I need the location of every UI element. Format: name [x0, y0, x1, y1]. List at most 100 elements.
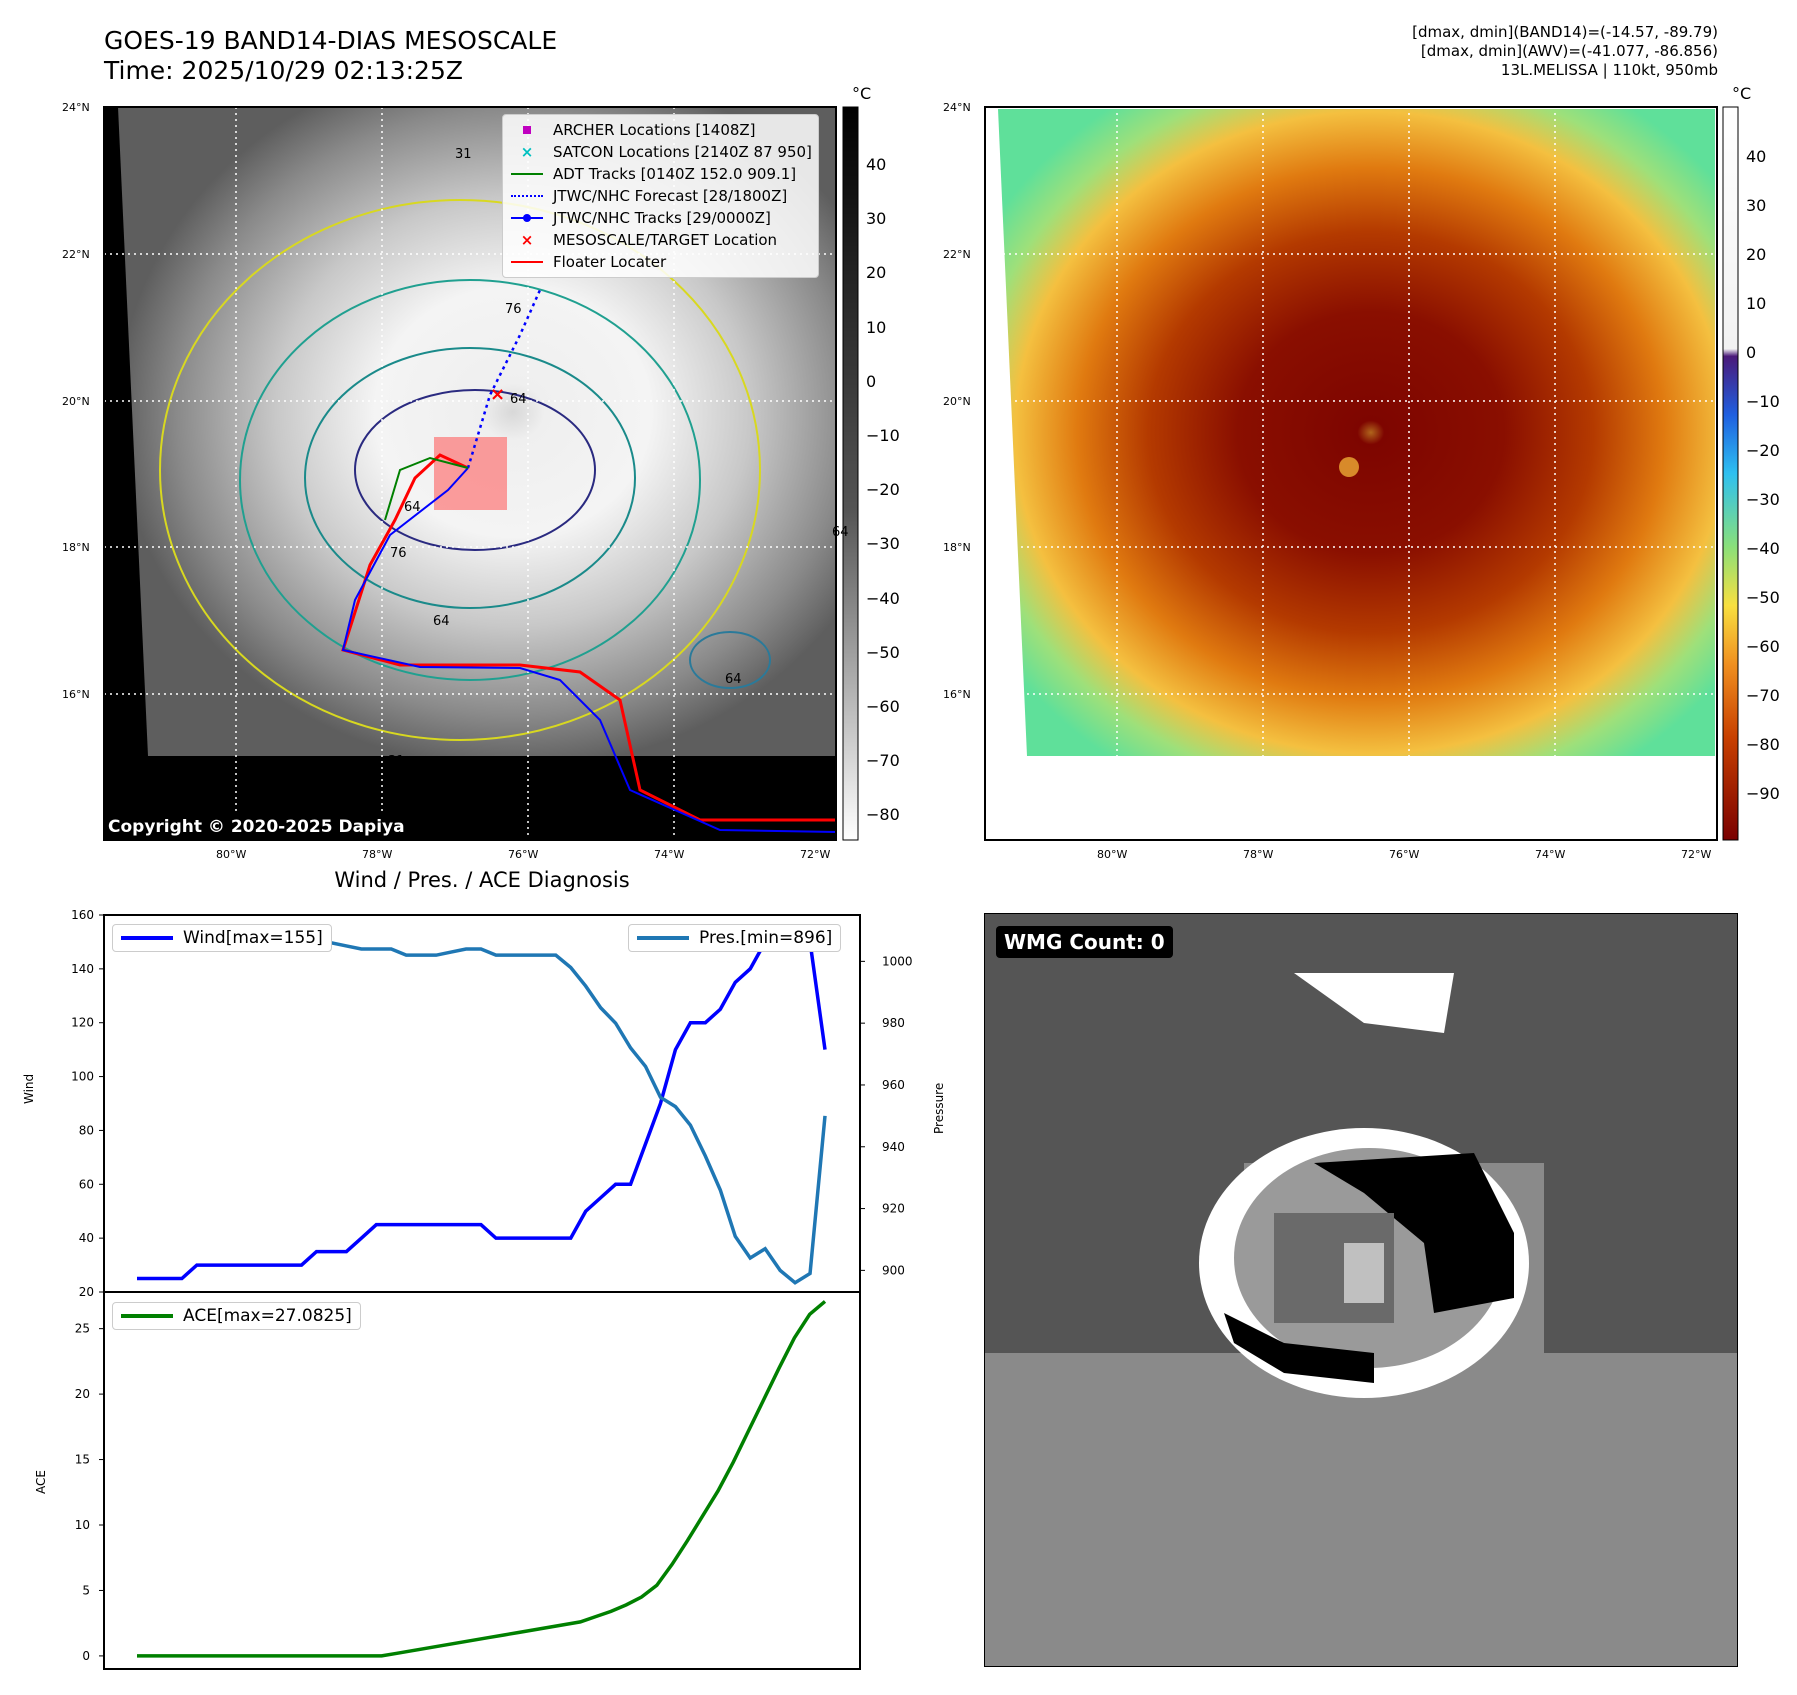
awv-colorbar-tick-2: 20 — [1746, 245, 1767, 264]
ir-colorbar-tick-12: −80 — [866, 805, 900, 825]
awv-colorbar-tick-10: −60 — [1746, 637, 1780, 656]
legend-label-1: SATCON Locations [2140Z 87 950] — [553, 143, 812, 161]
ir-colorbar-tick-0: 40 — [866, 155, 887, 174]
legend-label-3: JTWC/NHC Forecast [28/1800Z] — [553, 187, 788, 205]
wind-ytick-label-7: 160 — [71, 908, 94, 922]
awv-eye — [1339, 457, 1359, 477]
ir-colorbar-tick-10: −60 — [866, 697, 900, 716]
ace-ytick-label-0: 0 — [82, 1649, 90, 1663]
awv-lon-label-4: 72°W — [1681, 848, 1712, 861]
contour-label-8: 64 — [725, 672, 742, 687]
awv-colorbar-unit: °C — [1732, 84, 1752, 103]
legend-symbol-0 — [509, 123, 545, 137]
legend-symbol-1: × — [520, 143, 534, 161]
legend-label-6: Floater Locater — [553, 253, 667, 271]
contour-64 — [239, 279, 701, 681]
awv-lat-label-2: 20°N — [943, 395, 971, 408]
legend-item-3: JTWC/NHC Forecast [28/1800Z] — [509, 185, 812, 207]
contour-label-3: 64 — [404, 500, 421, 515]
target-marker: × — [490, 384, 505, 405]
jtwc-track — [341, 467, 837, 833]
ace-legend: ACE[max=27.0825] — [112, 1302, 361, 1330]
diag-title: Wind / Pres. / ACE Diagnosis — [334, 868, 630, 892]
awv-colorbar-tick-12: −80 — [1746, 735, 1780, 754]
contour-label-2: 76 — [505, 302, 522, 317]
contour-31 — [159, 199, 761, 741]
awv-colorbar-tick-0: 40 — [1746, 147, 1767, 166]
ace-ytick-label-1: 5 — [82, 1583, 90, 1597]
ir-gridlines — [104, 107, 836, 840]
ir-colorbar-tick-5: −10 — [866, 426, 900, 445]
ir-lat-label-3: 18°N — [62, 541, 90, 554]
awv-colorbar-tick-6: −20 — [1746, 441, 1780, 460]
ir-lon-label-3: 74°W — [654, 848, 685, 861]
ace-line — [137, 1300, 827, 1658]
ir-map-frame — [103, 106, 837, 841]
ace-axes — [103, 1291, 861, 1670]
wind-legend-line — [121, 936, 173, 940]
contour-label-1: 64 — [510, 392, 527, 407]
legend-label-4: JTWC/NHC Tracks [29/0000Z] — [553, 209, 771, 227]
ir-colorbar-tick-2: 20 — [866, 263, 887, 283]
copyright-label: Copyright © 2020-2025 Dapiya — [104, 815, 409, 839]
wind-ytick-label-4: 100 — [71, 1070, 94, 1084]
contour-label-0: 31 — [455, 147, 472, 162]
legend-symbol-6 — [509, 255, 545, 269]
contour-label-7: 31 — [388, 754, 405, 769]
map-legend: ARCHER Locations [1408Z] × SATCON Location… — [502, 114, 819, 278]
awv-colorbar-tick-1: 30 — [1746, 196, 1767, 215]
pres-ytick-label-1: 920 — [882, 1202, 905, 1216]
pres-ytick-label-2: 940 — [882, 1140, 905, 1154]
wind-ytick-label-1: 40 — [79, 1231, 94, 1245]
wind-legend: Wind[max=155] — [112, 924, 332, 952]
ir-colorbar-unit: °C — [852, 84, 872, 103]
awv-colorbar-tick-3: 10 — [1746, 294, 1767, 313]
awv-lat-label-0: 24°N — [943, 101, 971, 114]
awv-lat-label-3: 18°N — [943, 541, 971, 554]
ace-legend-line — [121, 1314, 173, 1318]
awv-colorbar-tick-13: −90 — [1746, 784, 1780, 803]
legend-symbol-2 — [509, 167, 545, 181]
legend-item-0: ARCHER Locations [1408Z] — [509, 119, 812, 141]
wind-ytick-label-5: 120 — [71, 1016, 94, 1030]
pressure-line — [137, 925, 827, 1285]
contour-64-inner — [304, 347, 636, 609]
wind-legend-label: Wind[max=155] — [183, 928, 323, 948]
ir-colorbar-tick-7: −30 — [866, 534, 900, 554]
legend-label-5: MESOSCALE/TARGET Location — [553, 231, 778, 249]
awv-imagery — [998, 109, 1715, 756]
pres-legend: Pres.[min=896] — [628, 924, 842, 952]
awv-colorbar-tick-8: −40 — [1746, 539, 1780, 558]
wind-ytick-label-6: 140 — [71, 962, 94, 976]
wind-ytick-label-3: 80 — [79, 1123, 94, 1137]
ir-colorbar-tick-1: 30 — [866, 209, 887, 229]
awv-colorbar-tick-7: −30 — [1746, 490, 1780, 509]
wind-line — [137, 926, 827, 1281]
ace-ytick-label-2: 10 — [75, 1518, 90, 1532]
chart-time: Time: 2025/10/29 02:13:25Z — [104, 56, 463, 85]
legend-item-5: × MESOSCALE/TARGET Location — [509, 229, 812, 251]
wmg-count-label: WMG Count: 0 — [996, 926, 1173, 958]
ir-colorbar-tick-11: −70 — [866, 751, 900, 771]
legend-item-4: JTWC/NHC Tracks [29/0000Z] — [509, 207, 812, 229]
pres-ytick-label-0: 900 — [882, 1263, 905, 1277]
ir-lon-label-4: 72°W — [800, 848, 831, 861]
contour-76 — [354, 389, 596, 551]
wmg-panel — [984, 913, 1738, 1667]
pres-ytick-label-5: 1000 — [882, 954, 913, 968]
legend-label-2: ADT Tracks [0140Z 152.0 909.1] — [553, 165, 797, 183]
floater-box — [434, 437, 507, 510]
wind-ytick-label-2: 60 — [79, 1177, 94, 1191]
ir-colorbar-tick-4: 0 — [866, 371, 877, 391]
adt-track — [384, 456, 469, 521]
contour-64-south — [689, 631, 771, 689]
contour-label-6: 64 — [832, 525, 849, 540]
awv-colorbar-tick-4: 0 — [1746, 343, 1757, 362]
pres-ytick-label-3: 960 — [882, 1078, 905, 1092]
awv-colorbar — [1722, 106, 1739, 841]
awv-colorbar-tick-5: −10 — [1746, 392, 1780, 411]
legend-label-0: ARCHER Locations [1408Z] — [553, 121, 756, 139]
ir-lon-label-1: 78°W — [362, 848, 393, 861]
ace-ytick-label-5: 25 — [75, 1322, 90, 1336]
